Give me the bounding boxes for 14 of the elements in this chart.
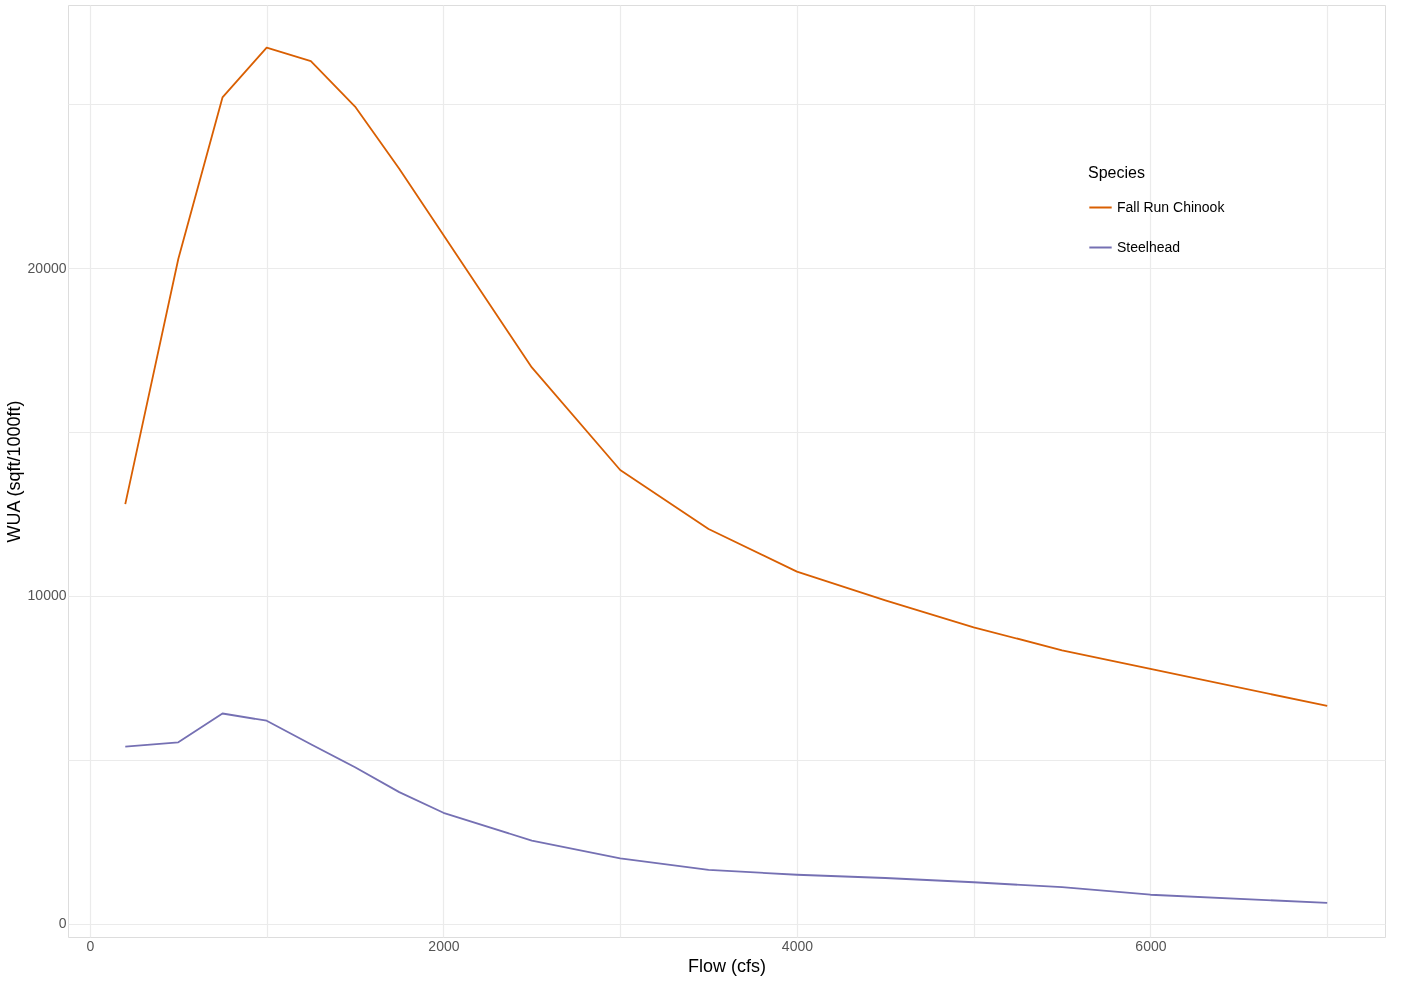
x-tick-label: 6000	[1135, 937, 1167, 954]
legend-label: Steelhead	[1117, 238, 1181, 255]
legend-label: Fall Run Chinook	[1117, 198, 1226, 215]
y-tick-label: 20000	[27, 259, 67, 276]
line-series	[124, 712, 1329, 904]
x-tick-label: 4000	[781, 937, 814, 954]
x-tick-label: 0	[86, 937, 95, 954]
x-tick-label: 2000	[428, 937, 460, 954]
y-tick-label: 10000	[27, 587, 67, 604]
x-axis-title: Flow (cfs)	[688, 955, 766, 976]
y-axis-title: WUA (sqft/1000ft)	[3, 400, 24, 543]
legend-title: Species	[1088, 164, 1145, 181]
line-series	[124, 46, 1329, 707]
y-tick-label: 0	[58, 915, 67, 932]
